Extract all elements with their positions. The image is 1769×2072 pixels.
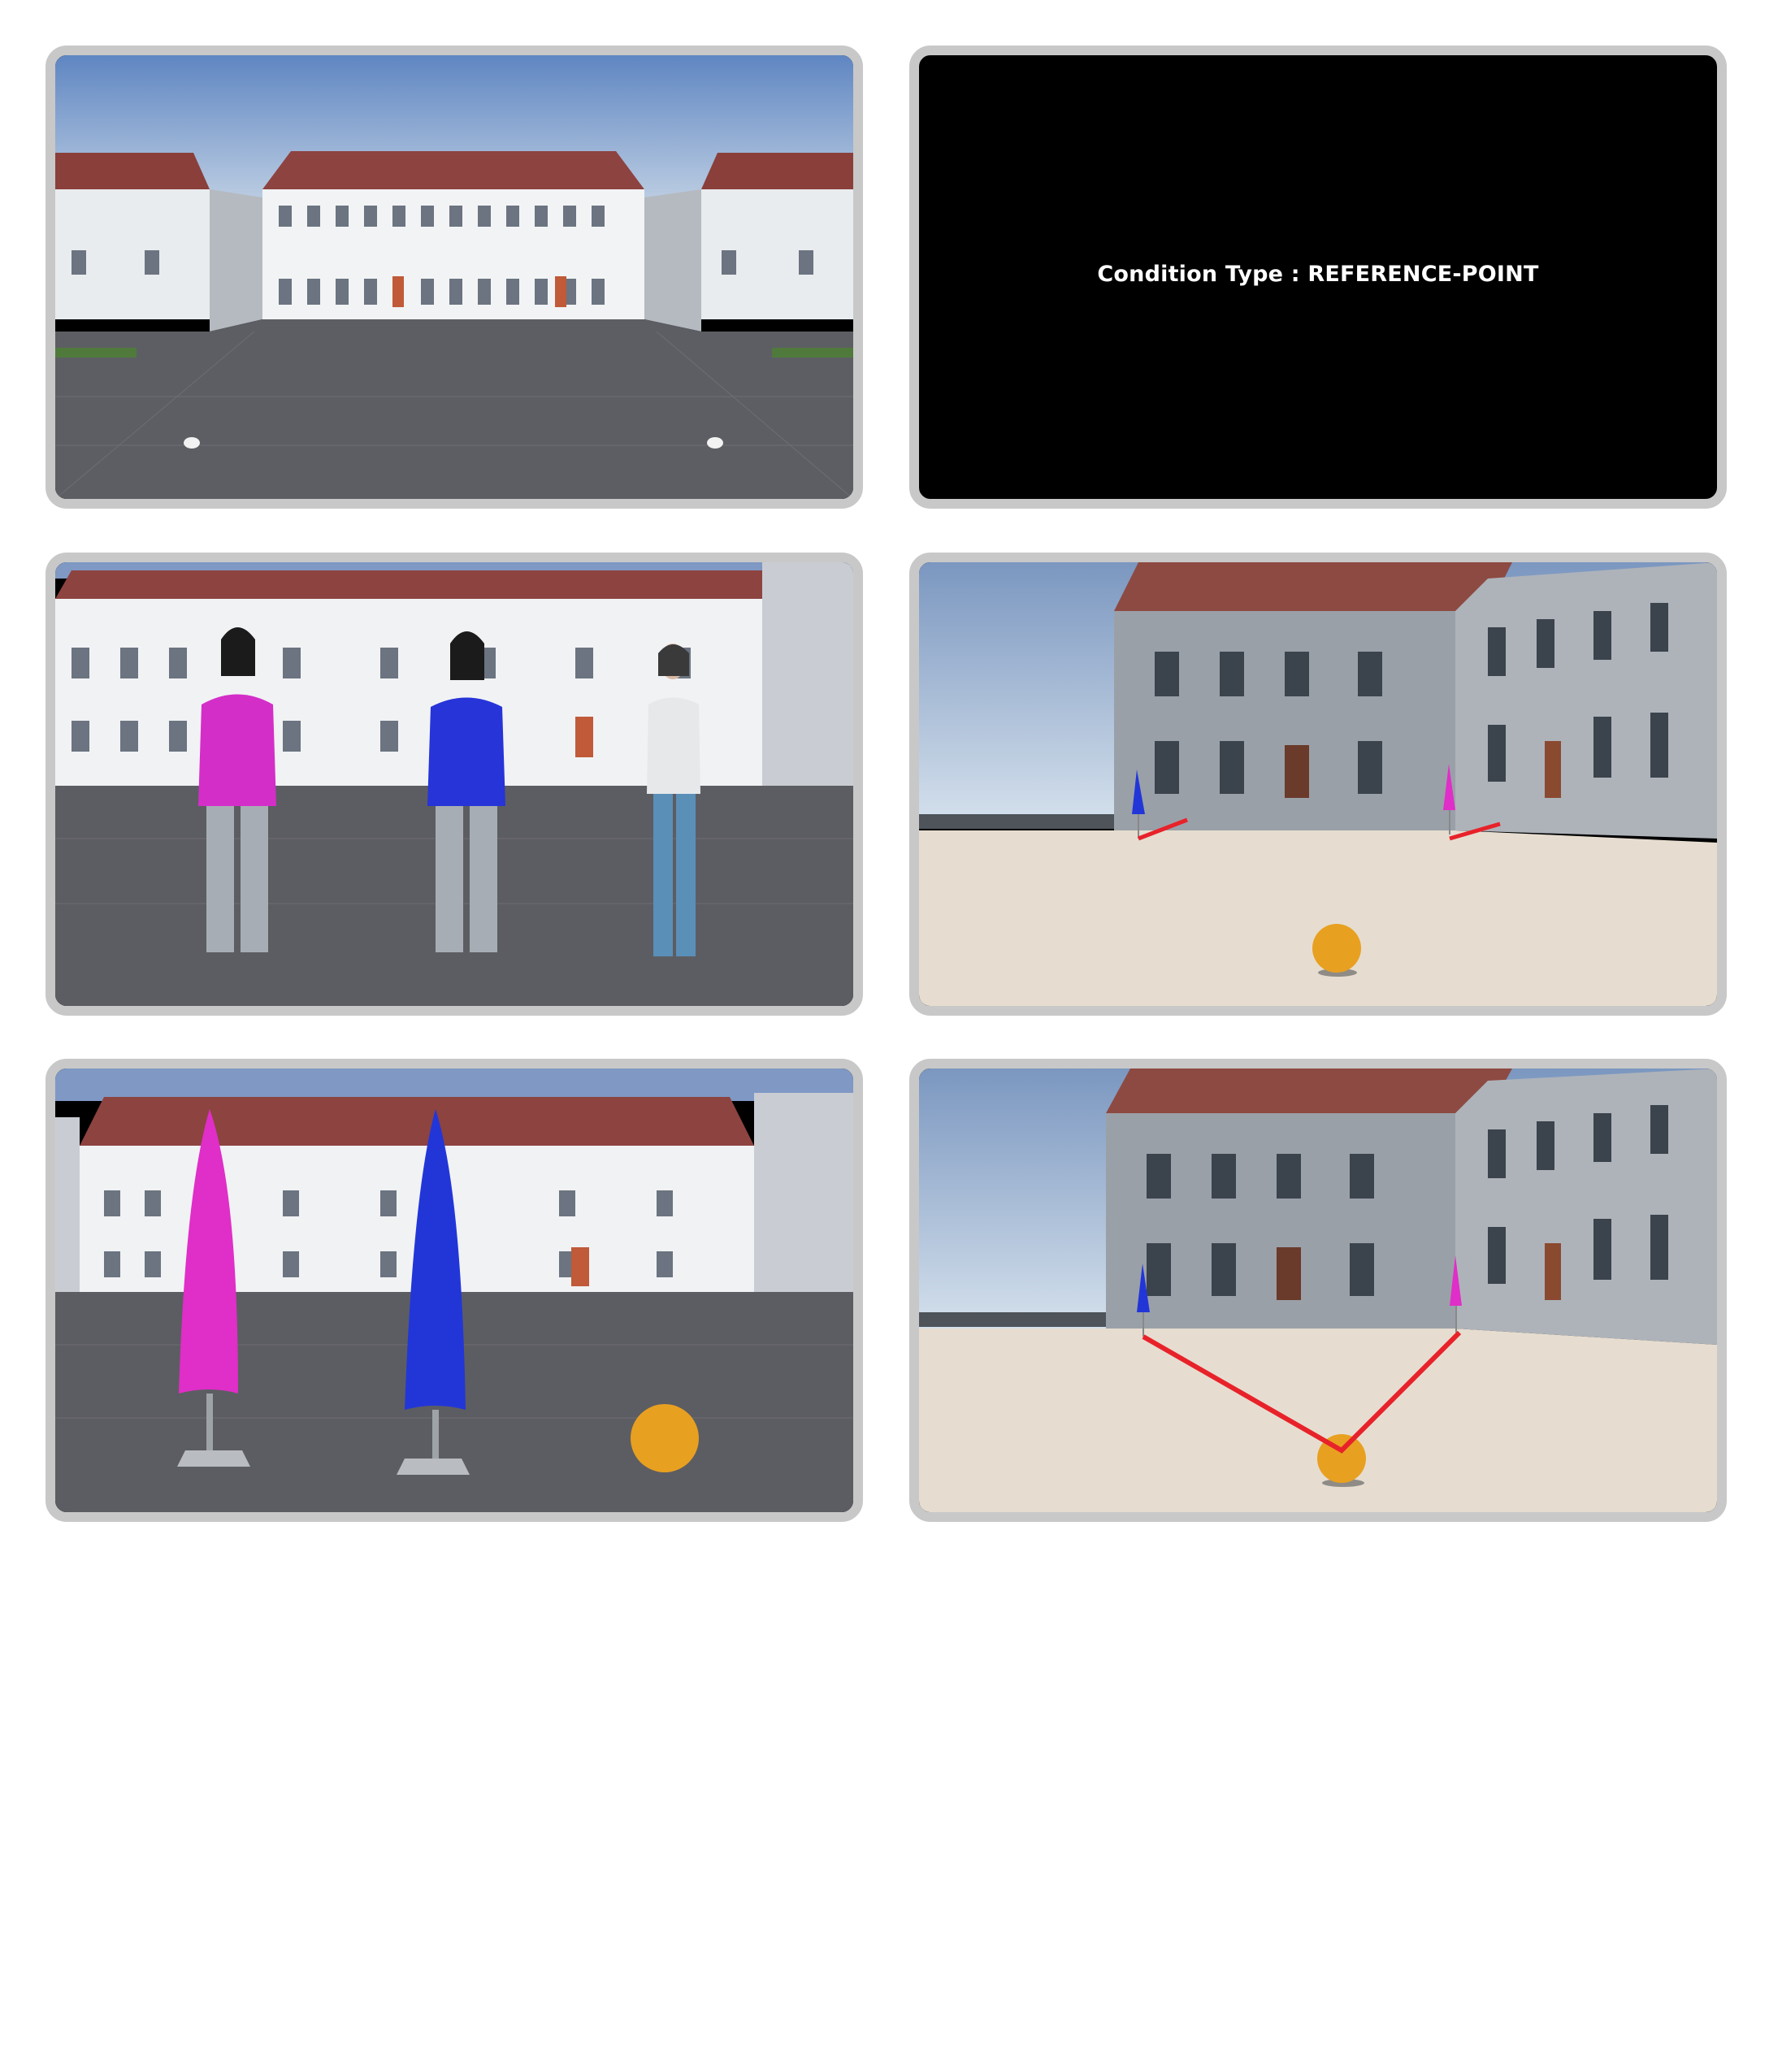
umbrellas-far-scene	[919, 562, 1717, 1006]
blue-umbrella	[1132, 769, 1145, 814]
orange-ball-near	[631, 1404, 699, 1472]
umbrellas-near-scene	[55, 1069, 853, 1512]
red-line-blue	[1138, 817, 1188, 841]
red-line-pink	[1449, 821, 1501, 841]
panel-courtyard-empty	[46, 46, 863, 509]
panel-avatars	[46, 553, 863, 1016]
condition-type-label: Condition Type : REFERENCE-POINT	[1097, 262, 1539, 287]
pink-umbrella-far	[1450, 1255, 1462, 1306]
panel-umbrellas-near	[46, 1059, 863, 1522]
courtyard-scene	[55, 55, 853, 499]
pink-umbrella-near	[177, 1109, 250, 1467]
orange-ball-far	[1317, 1434, 1366, 1483]
pink-umbrella	[1443, 764, 1455, 810]
blue-umbrella-far	[1137, 1264, 1150, 1312]
blue-umbrella-near	[397, 1109, 470, 1475]
umbrellas-connected-scene	[919, 1069, 1717, 1512]
avatar-white-shirt	[647, 644, 700, 956]
red-connecting-lines	[1142, 1330, 1462, 1454]
panel-umbrellas-connected	[909, 1059, 1727, 1522]
orange-ball	[1312, 924, 1361, 973]
avatars-scene	[55, 562, 853, 1006]
avatar-pink	[198, 627, 276, 952]
avatar-blue	[427, 631, 505, 952]
panel-condition-screen: Condition Type : REFERENCE-POINT	[909, 46, 1727, 509]
panel-umbrellas-far	[909, 553, 1727, 1016]
